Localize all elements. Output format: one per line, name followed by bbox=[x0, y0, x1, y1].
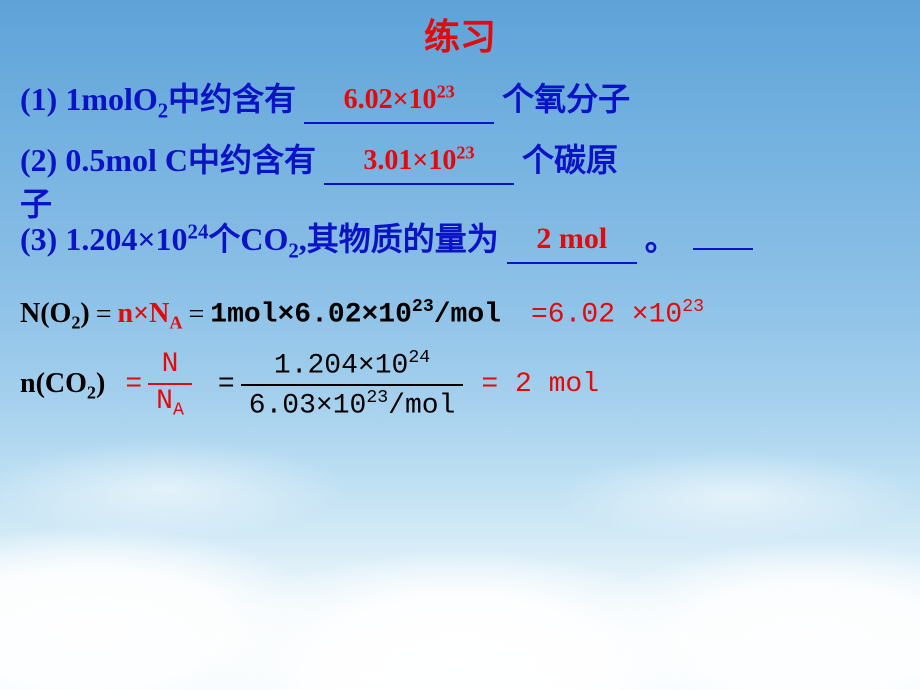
q1-answer-base: 6.02×10 bbox=[344, 84, 437, 115]
w2-result: = 2 mol bbox=[481, 363, 599, 408]
q1-underline bbox=[304, 122, 494, 124]
q1-prefix: (1) 1molO bbox=[20, 81, 158, 117]
q3-mid2: ,其物质的量为 bbox=[299, 221, 507, 257]
w1-nna: n×NA bbox=[118, 292, 183, 338]
w1-result-exp: 23 bbox=[682, 297, 704, 317]
w1-nna-n: n bbox=[118, 298, 134, 329]
slide-content: 练习 (1) 1molO2中约含有 6.02×1023 个氧分子 (2) 0.5… bbox=[0, 0, 920, 690]
w1-label-b: ) bbox=[80, 298, 89, 329]
worked-solutions: N(O2) = n×NA = 1mol×6.02×1023/mol =6.02 … bbox=[20, 292, 900, 422]
w2-frac2: 1.204×1024 6.03×1023/mol bbox=[241, 348, 464, 422]
q2-suffix1: 个碳原 bbox=[522, 142, 618, 178]
w1-nna-A: A bbox=[169, 313, 182, 333]
q3-prefix: (3) 1.204×10 bbox=[20, 221, 188, 257]
w1-label: N(O2) bbox=[20, 292, 90, 338]
q1-answer-exp: 23 bbox=[437, 82, 455, 102]
q1-answer: 6.02×1023 bbox=[344, 84, 455, 115]
q3-extra-underline bbox=[693, 248, 753, 250]
w2-eq3: = bbox=[481, 369, 498, 400]
q2-prefix: (2) 0.5mol C中约含有 bbox=[20, 142, 316, 178]
w1-eq1: = bbox=[96, 293, 112, 338]
q2-underline bbox=[324, 183, 514, 185]
w1-result-base: 6.02 ×10 bbox=[548, 299, 682, 330]
q3-exp: 24 bbox=[188, 220, 209, 243]
q3-mid1: 个CO bbox=[208, 221, 288, 257]
w2-label-sub: 2 bbox=[87, 383, 96, 403]
q2-answer-exp: 23 bbox=[456, 142, 474, 162]
w2-label-a: n(CO bbox=[20, 368, 87, 399]
q3-blank: 2 mol bbox=[507, 212, 637, 264]
w2-frac1-den-A: A bbox=[173, 400, 184, 420]
q3-underline bbox=[507, 262, 637, 264]
q2-answer: 3.01×1023 bbox=[363, 145, 474, 176]
q1-suffix: 个氧分子 bbox=[502, 81, 630, 117]
w2-label-b: ) bbox=[96, 368, 105, 399]
q2-answer-base: 3.01×10 bbox=[363, 145, 456, 176]
w1-expr-base: 1mol×6.02×10 bbox=[210, 299, 412, 330]
w1-eq3: = bbox=[531, 299, 548, 330]
q2-blank: 3.01×1023 bbox=[324, 133, 514, 185]
w2-label: n(CO2) bbox=[20, 362, 105, 408]
w1-expr: 1mol×6.02×1023/mol bbox=[210, 293, 501, 338]
w1-expr-exp: 23 bbox=[412, 297, 434, 317]
w1-result: =6.02 ×1023 bbox=[531, 293, 704, 338]
w2-frac1-den: NA bbox=[148, 383, 192, 421]
w1-label-a: N(O bbox=[20, 298, 71, 329]
w2-frac2-den-tail: /mol bbox=[388, 390, 455, 421]
q3-period: 。 bbox=[645, 221, 677, 257]
q1-mid: 中约含有 bbox=[168, 81, 296, 117]
w2-frac1-den-N: N bbox=[156, 386, 173, 417]
w2-frac2-num: 1.204×1024 bbox=[266, 348, 438, 384]
question-1: (1) 1molO2中约含有 6.02×1023 个氧分子 bbox=[20, 72, 900, 129]
w1-eq2: = bbox=[188, 293, 204, 338]
w2-frac2-den-base: 6.03×10 bbox=[249, 390, 367, 421]
question-3: (3) 1.204×1024个CO2,其物质的量为 2 mol 。 bbox=[20, 212, 900, 269]
w1-nna-x: × bbox=[133, 298, 149, 329]
slide-title: 练习 bbox=[20, 8, 900, 60]
w2-eq1: = bbox=[125, 363, 142, 408]
q1-sub: 2 bbox=[158, 99, 168, 122]
q3-sub: 2 bbox=[288, 239, 298, 262]
q1-blank: 6.02×1023 bbox=[304, 72, 494, 124]
w2-frac2-num-exp: 24 bbox=[408, 348, 430, 368]
w2-frac2-den: 6.03×1023/mol bbox=[241, 384, 464, 422]
work-row-1: N(O2) = n×NA = 1mol×6.02×1023/mol =6.02 … bbox=[20, 292, 900, 338]
work-row-2: n(CO2) = N NA = 1.204×1024 6.03×1023/mol… bbox=[20, 348, 900, 422]
w2-frac2-den-exp: 23 bbox=[366, 388, 388, 408]
w2-frac2-num-base: 1.204×10 bbox=[274, 350, 408, 381]
q3-answer: 2 mol bbox=[536, 222, 607, 255]
w1-expr-tail: /mol bbox=[434, 299, 501, 330]
w2-frac1-num: N bbox=[154, 350, 187, 383]
w1-nna-N: N bbox=[149, 298, 169, 329]
w2-result-val: 2 mol bbox=[515, 369, 599, 400]
w2-frac1: N NA bbox=[148, 350, 192, 420]
w2-eq2: = bbox=[218, 363, 235, 408]
